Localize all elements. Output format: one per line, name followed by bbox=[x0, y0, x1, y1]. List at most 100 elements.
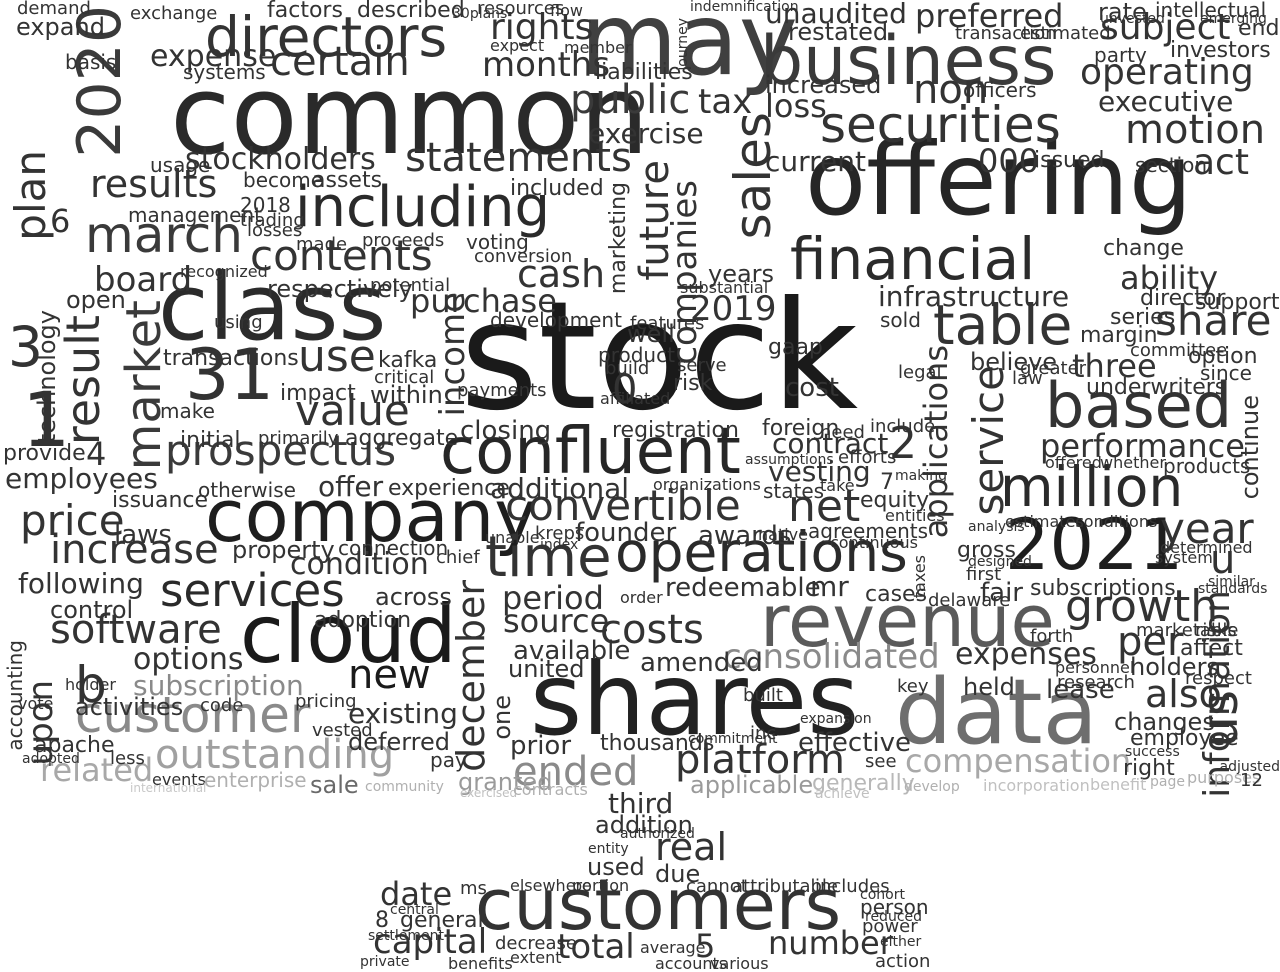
word-product: product bbox=[598, 343, 675, 367]
word-software: software bbox=[50, 607, 222, 653]
word-thousands: thousands bbox=[600, 731, 715, 756]
word-whether: whether bbox=[1100, 453, 1166, 472]
word-0: 0 bbox=[612, 367, 638, 413]
word-2: 2 bbox=[889, 418, 917, 469]
word-see: see bbox=[865, 751, 897, 772]
word-unvested: unvested bbox=[1100, 11, 1165, 27]
word-control: control bbox=[50, 596, 134, 624]
word-making: making bbox=[895, 468, 947, 484]
word-source: source bbox=[503, 602, 610, 640]
word-law: law bbox=[1012, 368, 1043, 389]
word-committee: committee bbox=[1130, 340, 1228, 361]
word-services: services bbox=[160, 564, 345, 617]
word-common: common bbox=[170, 51, 650, 179]
word-capital: capital bbox=[373, 922, 488, 962]
word-operations: operations bbox=[615, 520, 908, 584]
word-convertible: convertible bbox=[505, 481, 741, 530]
word-outstanding: outstanding bbox=[155, 732, 395, 778]
word-tax: tax bbox=[698, 82, 753, 122]
word-issued: issued bbox=[1034, 148, 1105, 173]
word-series: series bbox=[1110, 305, 1176, 330]
word-action: action bbox=[875, 951, 931, 972]
word-demand: demand bbox=[17, 0, 91, 19]
word-voting: voting bbox=[466, 230, 529, 254]
word-contract: contract bbox=[772, 427, 889, 460]
word-incorporation: incorporation bbox=[983, 776, 1090, 795]
word-assumptions: assumptions bbox=[745, 452, 834, 468]
word-service: service bbox=[964, 365, 1013, 516]
word-one: one bbox=[488, 695, 516, 740]
word-may: may bbox=[580, 0, 798, 98]
word-losses: losses bbox=[247, 220, 303, 241]
word-preferred: preferred bbox=[915, 0, 1064, 35]
word-date: date bbox=[380, 875, 453, 913]
word-rights: rights bbox=[490, 7, 594, 48]
word-third: third bbox=[608, 787, 674, 820]
word-liabilities: liabilities bbox=[595, 60, 693, 85]
word-across: across bbox=[375, 583, 452, 611]
word-share: share bbox=[1155, 296, 1272, 345]
word-expansion: expansion bbox=[800, 711, 872, 727]
word-otherwise: otherwise bbox=[198, 478, 296, 502]
word-kafka: kafka bbox=[378, 348, 438, 373]
word-reduced: reduced bbox=[865, 909, 923, 925]
word-exercise: exercise bbox=[588, 117, 704, 150]
word-cost: cost bbox=[785, 373, 839, 403]
word-due: due bbox=[655, 860, 701, 888]
word-success: success bbox=[1125, 744, 1180, 760]
word-elsewhere: elsewhere bbox=[510, 876, 592, 895]
word-taxes: taxes bbox=[910, 555, 929, 599]
word-platform: platform bbox=[675, 737, 845, 783]
word-value: value bbox=[295, 386, 410, 435]
word-includes: includes bbox=[815, 876, 890, 897]
word-prior: prior bbox=[510, 731, 572, 761]
word-party: party bbox=[1094, 43, 1147, 67]
word-redeemable: redeemable bbox=[665, 573, 821, 603]
word-fair: fair bbox=[980, 578, 1023, 608]
word-increased: increased bbox=[765, 71, 882, 99]
word-7: 7 bbox=[880, 470, 894, 495]
word-options: options bbox=[133, 642, 244, 677]
word-subscription: subscription bbox=[133, 669, 304, 702]
word-based: based bbox=[1045, 369, 1233, 442]
word-issuance: issuance bbox=[112, 488, 209, 513]
word-founder: founder bbox=[575, 518, 677, 548]
word-personnel: personnel bbox=[1055, 658, 1135, 677]
word-risks: risks bbox=[1195, 620, 1237, 641]
word-basis: basis bbox=[65, 50, 117, 74]
word-analysis: analysis bbox=[968, 519, 1025, 535]
word-estimates: estimates bbox=[1005, 512, 1084, 531]
word-enterprise: enterprise bbox=[204, 768, 307, 792]
word-less: less bbox=[110, 748, 145, 769]
word-estimated: estimated bbox=[1020, 23, 1111, 44]
word-4: 4 bbox=[86, 435, 107, 473]
word-also: also bbox=[1145, 672, 1222, 716]
word-directors: directors bbox=[205, 5, 448, 69]
word-2019: 2019 bbox=[690, 289, 777, 329]
word-power: power bbox=[862, 916, 918, 937]
word-property: property bbox=[232, 536, 335, 564]
word-within: within bbox=[370, 381, 443, 409]
word-margin: margin bbox=[1080, 323, 1158, 348]
word-conditions: conditions bbox=[1075, 512, 1158, 531]
word-primarily: primarily bbox=[258, 428, 339, 449]
word-changes: changes bbox=[1114, 708, 1215, 736]
word-30plans: 30plans bbox=[452, 6, 508, 22]
word-increase: increase bbox=[50, 527, 219, 573]
word-either: either bbox=[880, 934, 922, 950]
word-affect: affect bbox=[1180, 636, 1243, 661]
word-prospectus: prospectus bbox=[165, 426, 397, 475]
word-decrease: decrease bbox=[495, 933, 577, 954]
word-adopted: adopted bbox=[22, 751, 80, 767]
word-price: price bbox=[20, 496, 125, 545]
word-since: since bbox=[1200, 361, 1252, 385]
word-b: b bbox=[75, 656, 107, 714]
word-foreign: foreign bbox=[762, 416, 840, 441]
word-officers: officers bbox=[963, 78, 1037, 102]
word-unaudited: unaudited bbox=[765, 0, 907, 30]
word-offering: offering bbox=[805, 121, 1193, 238]
word-performance: performance bbox=[1040, 427, 1245, 465]
word-effective: effective bbox=[798, 728, 912, 758]
word-unable: unable bbox=[485, 528, 540, 547]
word-states: states bbox=[763, 479, 825, 503]
